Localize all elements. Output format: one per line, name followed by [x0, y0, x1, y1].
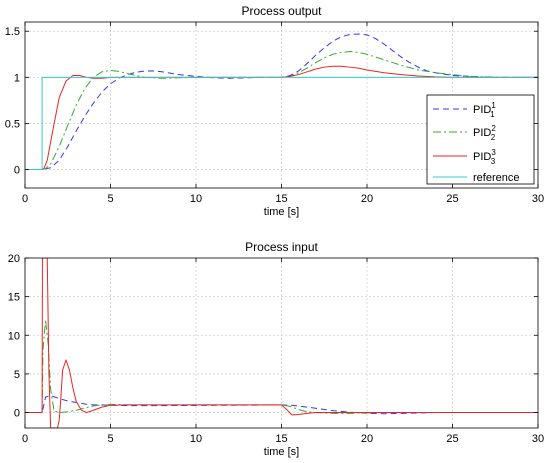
chart-1: 0 5 10 15 20 25 30 0 0.5 1 1.5 Process output time [… [5, 4, 544, 218]
legend-box [426, 94, 535, 185]
y-tick-label: 0.5 [5, 118, 20, 130]
x-tick-label: 25 [446, 433, 458, 445]
series-line-2 [25, 51, 538, 171]
x-tick-label: 15 [275, 193, 287, 205]
series-line-4 [25, 76, 538, 171]
y-tick-label: 0 [14, 408, 20, 420]
legend-entry-1: PID1 1 [473, 101, 496, 119]
x-tick-label: 10 [190, 193, 202, 205]
chart-2: 0 5 10 15 20 25 30 0 5 10 15 20 Process input time [s… [8, 240, 544, 458]
y-tick-label: 0 [14, 165, 20, 177]
y-tick-label: 1.5 [5, 26, 20, 38]
legend-entry-4: reference [473, 172, 519, 184]
y-tick-label: 10 [8, 330, 20, 342]
x-tick-label: 10 [190, 433, 202, 445]
legend-entry-2: PID2 2 [473, 124, 496, 142]
x-axis-label: time [s] [264, 446, 299, 458]
y-tick-label: 5 [14, 369, 20, 381]
series-group [25, 258, 538, 428]
x-tick-label: 20 [361, 193, 373, 205]
x-tick-label: 0 [22, 433, 28, 445]
x-tick-label: 30 [532, 433, 544, 445]
x-tick-label: 20 [361, 433, 373, 445]
series-line-1 [25, 33, 538, 171]
x-tick-label: 5 [107, 193, 113, 205]
legend: PID1 1 PID2 2 PID3 3 reference [426, 94, 535, 185]
x-tick-label: 25 [446, 193, 458, 205]
y-tick-label: 15 [8, 292, 20, 304]
x-tick-label: 0 [22, 193, 28, 205]
chart-title: Process output [241, 4, 322, 18]
y-tick-label: 1 [14, 72, 20, 84]
legend-entry-3: PID3 3 [473, 148, 496, 166]
x-tick-label: 30 [532, 193, 544, 205]
series-group [25, 33, 538, 171]
x-tick-label: 15 [275, 433, 287, 445]
chart-title: Process input [245, 240, 318, 254]
x-tick-label: 5 [107, 433, 113, 445]
series-line-3 [25, 258, 538, 428]
y-tick-label: 20 [8, 253, 20, 265]
x-axis-label: time [s] [264, 206, 299, 218]
